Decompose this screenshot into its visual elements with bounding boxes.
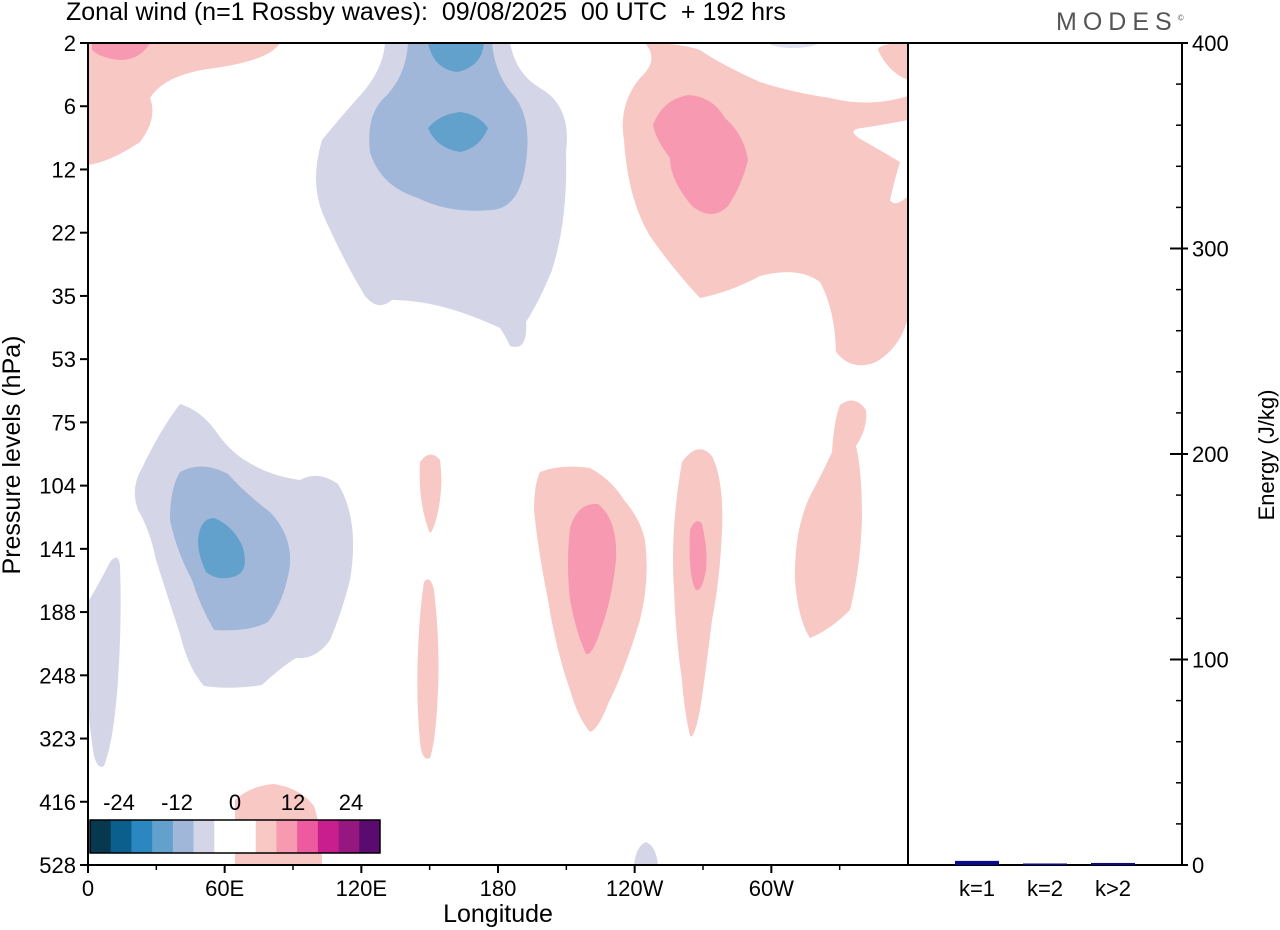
energy-bar-label: k>2 (1095, 876, 1131, 901)
y-tick-label: 12 (52, 157, 76, 182)
x-tick-label: 120E (336, 876, 387, 901)
colorbar-swatch (152, 820, 174, 853)
colorbar-swatch (172, 820, 195, 853)
colorbar-swatch (214, 820, 236, 853)
colorbar-swatch (338, 820, 360, 853)
chart-title: Zonal wind (n=1 Rossby waves): 09/08/202… (66, 0, 786, 26)
energy-axis: 0 100 200 300 400 (1170, 31, 1229, 878)
y-tick-label: 75 (52, 410, 76, 435)
colorbar-tick-label: -24 (103, 790, 135, 815)
colorbar-swatch (131, 820, 153, 853)
colorbar-tick-label: -12 (161, 790, 193, 815)
energy-bar-k1 (955, 860, 999, 865)
y-tick-label: 104 (39, 474, 76, 499)
colorbar-swatch (235, 820, 257, 853)
contour-pos-topleft-core (92, 43, 150, 60)
colorbar-swatch (255, 820, 277, 853)
logo-mark: © (1177, 13, 1184, 23)
energy-plot-frame (907, 42, 1183, 866)
contour-neg-top-streak (768, 43, 820, 48)
energy-tick-label: 100 (1192, 648, 1229, 673)
colorbar-swatch (90, 820, 112, 853)
contour-pos-upper-right-core (653, 95, 748, 214)
colorbar-swatch (193, 820, 215, 853)
contour-pos-lobe-150w-core (568, 503, 617, 655)
contour-pos-lobe-105w (673, 449, 723, 737)
energy-bars (955, 860, 1135, 865)
colorbar-tick-label: 12 (281, 790, 305, 815)
energy-tick-label: 0 (1192, 853, 1204, 878)
colorbar-swatch (297, 820, 319, 853)
energy-bar-labels: k=1 k=2 k>2 (959, 876, 1131, 901)
contour-neg-leftstrip (88, 557, 121, 767)
energy-bar-k2 (1023, 863, 1067, 865)
y-tick-label: 2 (64, 31, 76, 56)
contour-pos-strip-a (419, 454, 442, 533)
y-tick-label: 35 (52, 284, 76, 309)
colorbar-swatch (276, 820, 298, 853)
energy-tick-label: 200 (1192, 442, 1229, 467)
y-tick-label: 22 (52, 221, 76, 246)
energy-bar-label: k=2 (1027, 876, 1063, 901)
contour-pos-lobe-105w-core (689, 521, 707, 591)
x-axis-title: Longitude (443, 900, 553, 928)
colorbar-swatch (110, 820, 132, 853)
y-tick-label: 248 (39, 663, 76, 688)
colorbar-swatch (359, 820, 381, 853)
colorbar-tick-label: 0 (229, 790, 241, 815)
contour-pos-strip-b (417, 579, 439, 759)
colorbar: -24 -12 0 12 24 (89, 790, 381, 854)
contour-neg-lower-core (198, 518, 245, 579)
contour-neg-upper-core2 (428, 112, 488, 152)
y-tick-label: 416 (39, 790, 76, 815)
y-axis: 2 6 12 22 35 53 75 104 141 188 248 323 416 528 (39, 31, 88, 878)
colorbar-frame (89, 819, 381, 854)
contour-neg-upper-core1 (428, 43, 484, 72)
colorbar-swatch (317, 820, 340, 853)
contour-neg-bottom (634, 842, 658, 865)
energy-axis-title: Energy (J/kg) (1254, 390, 1279, 521)
energy-bar-k2 (1091, 862, 1135, 865)
x-tick-label: 60E (205, 876, 244, 901)
colorbar-tick-label: 24 (339, 790, 363, 815)
contour-field (88, 43, 908, 865)
x-tick-label: 180 (480, 876, 517, 901)
contour-pos-topleft (88, 43, 280, 165)
x-tick-label: 60W (749, 876, 794, 901)
y-tick-label: 141 (39, 537, 76, 562)
logo-text: MODES (1056, 8, 1178, 36)
energy-bar-label: k=1 (959, 876, 995, 901)
modes-logo: MODES© (1056, 8, 1184, 37)
y-tick-label: 323 (39, 727, 76, 752)
energy-tick-label: 300 (1192, 237, 1229, 262)
y-tick-label: 528 (39, 853, 76, 878)
y-tick-label: 6 (64, 94, 76, 119)
energy-tick-label: 400 (1192, 31, 1229, 56)
x-axis: 0 60E 120E 180 120W 60W (82, 865, 841, 901)
x-tick-label: 0 (82, 876, 94, 901)
y-tick-label: 53 (52, 347, 76, 372)
contour-pos-strip-45w (794, 400, 867, 638)
y-tick-label: 188 (39, 600, 76, 625)
y-axis-title: Pressure levels (hPa) (0, 336, 26, 575)
x-tick-label: 120W (606, 876, 664, 901)
